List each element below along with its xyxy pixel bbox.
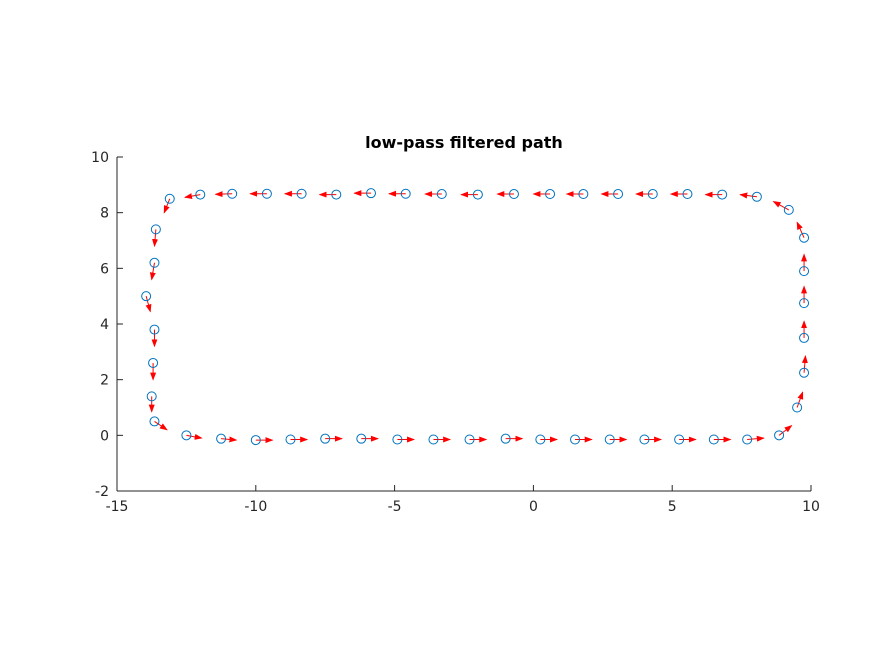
path-point — [799, 266, 810, 277]
heading-arrow — [152, 229, 159, 248]
path-point — [261, 188, 272, 199]
heading-arrow — [184, 193, 201, 200]
heading-arrow — [214, 191, 233, 198]
y-tick-label: 2 — [100, 373, 109, 389]
path-point — [639, 434, 650, 445]
path-point — [545, 189, 556, 200]
path-point — [708, 434, 719, 445]
y-tick-label: 8 — [100, 206, 109, 222]
path-point — [799, 367, 810, 378]
y-tick-label: -2 — [95, 484, 109, 500]
x-tick-label: 10 — [802, 499, 820, 515]
path-point — [508, 189, 519, 200]
heading-arrow — [149, 262, 156, 281]
chart-title: low-pass filtered path — [365, 133, 563, 152]
path-point — [428, 434, 439, 445]
x-tick-label: 0 — [529, 499, 538, 515]
heading-arrow — [801, 355, 808, 373]
path-point — [436, 189, 447, 200]
path-point — [751, 191, 762, 202]
heading-arrow — [221, 436, 238, 443]
heading-arrow — [796, 391, 804, 408]
heading-arrow — [154, 421, 168, 431]
path-point — [141, 291, 152, 302]
heading-arrow — [186, 433, 203, 440]
path-point — [774, 430, 785, 441]
path-point — [742, 434, 753, 445]
heading-arrow — [739, 192, 757, 199]
path-point — [613, 189, 624, 200]
path-point — [296, 188, 307, 199]
path-point — [148, 357, 159, 368]
x-tick-label: 5 — [668, 499, 677, 515]
path-point — [472, 189, 483, 200]
y-tick-label: 0 — [100, 428, 109, 444]
path-point — [149, 324, 160, 335]
path-point — [181, 430, 192, 441]
x-tick-label: -15 — [106, 499, 129, 515]
plot-area — [141, 188, 810, 446]
path-point — [464, 434, 475, 445]
heading-arrow — [163, 198, 171, 214]
path-point — [792, 402, 803, 413]
path-point — [356, 433, 367, 444]
path-point — [149, 257, 160, 268]
path-point — [146, 391, 157, 402]
heading-arrow — [747, 435, 765, 442]
path-point — [392, 434, 403, 445]
y-tick-label: 4 — [100, 317, 109, 333]
path-point — [604, 434, 615, 445]
heading-arrow — [772, 201, 790, 211]
heading-arrow — [796, 221, 805, 238]
path-point — [285, 434, 296, 445]
path-point — [647, 189, 658, 200]
path-point — [195, 189, 206, 200]
heading-arrow — [145, 296, 152, 313]
path-point — [250, 435, 261, 446]
path-point — [717, 189, 728, 200]
path-point — [535, 434, 546, 445]
path-point — [164, 193, 175, 204]
path-point — [799, 332, 810, 343]
path-point — [674, 434, 685, 445]
path-point — [682, 189, 693, 200]
path-point — [149, 416, 160, 427]
path-point — [799, 232, 810, 243]
path-point — [799, 298, 810, 309]
path-point — [400, 188, 411, 199]
path-point — [578, 189, 589, 200]
path-point — [366, 188, 377, 199]
path-point — [227, 188, 238, 199]
path-point — [500, 433, 511, 444]
path-point — [150, 224, 161, 235]
axes: -15 -10 -5 0 5 10 -2 0 2 4 6 8 10 — [91, 150, 820, 515]
path-point — [783, 204, 794, 215]
x-tick-label: -10 — [244, 499, 267, 515]
path-point — [320, 433, 331, 444]
x-tick-label: -5 — [388, 499, 402, 515]
path-point — [570, 434, 581, 445]
path-point — [331, 189, 342, 200]
heading-arrow — [778, 424, 793, 436]
y-tick-label: 6 — [100, 261, 109, 277]
y-tick-label: 10 — [91, 150, 109, 166]
path-point — [216, 433, 227, 444]
